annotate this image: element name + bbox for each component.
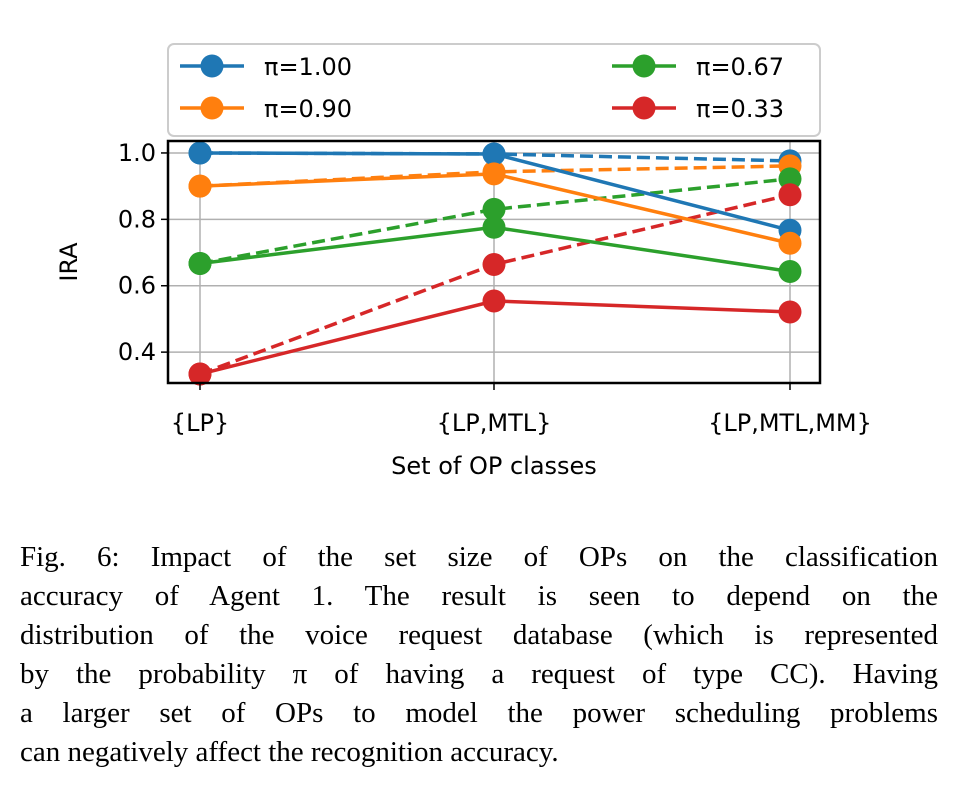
legend-marker — [200, 96, 224, 120]
data-point — [482, 142, 506, 166]
line-chart: {LP} {LP,MTL} {LP,MTL,MM}1.00.80.60.4 IRA … — [55, 43, 872, 480]
data-point — [188, 251, 212, 275]
y-tick-label: 0.8 — [118, 205, 156, 233]
caption-line: accuracy of Agent 1. The result is seen … — [20, 580, 938, 612]
data-point — [482, 215, 506, 239]
x-tick-label: {LP} — [171, 409, 229, 437]
data-point — [482, 252, 506, 276]
data-point — [482, 162, 506, 186]
caption-line: by the probability π of having a request… — [20, 658, 938, 690]
caption-line: Fig. 6: Impact of the set size of OPs on… — [20, 541, 938, 573]
figure-caption: Fig. 6: Impact of the set size of OPs on… — [20, 538, 938, 772]
data-point — [482, 289, 506, 313]
data-point — [188, 362, 212, 386]
x-tick-label: {LP,MTL} — [437, 409, 552, 437]
caption-line: distribution of the voice request databa… — [20, 619, 938, 651]
y-tick-label: 0.4 — [118, 338, 156, 366]
legend-marker — [632, 54, 656, 78]
y-tick-label: 0.6 — [118, 272, 156, 300]
x-tick-label: {LP,MTL,MM} — [708, 409, 872, 437]
x-axis-label: Set of OP classes — [391, 452, 597, 480]
y-axis-label: IRA — [55, 242, 83, 282]
data-point — [778, 231, 802, 255]
data-point — [778, 259, 802, 283]
legend: π=1.00 π=0.90 π=0.67 π=0.33 — [167, 43, 821, 137]
legend-label: π=0.33 — [696, 95, 784, 123]
y-tick-label: 1.0 — [118, 139, 156, 167]
legend-label: π=0.67 — [696, 53, 784, 81]
legend-label: π=0.90 — [264, 95, 352, 123]
caption-line: a larger set of OPs to model the power s… — [20, 697, 938, 729]
legend-marker — [200, 54, 224, 78]
legend-marker — [632, 96, 656, 120]
data-point — [778, 300, 802, 324]
data-point — [188, 174, 212, 198]
data-point — [188, 141, 212, 165]
data-point — [778, 183, 802, 207]
data-point — [778, 167, 802, 191]
caption-line: can negatively affect the recognition ac… — [20, 736, 559, 768]
data-point — [482, 197, 506, 221]
legend-label: π=1.00 — [264, 53, 352, 81]
series-line — [199, 177, 791, 266]
